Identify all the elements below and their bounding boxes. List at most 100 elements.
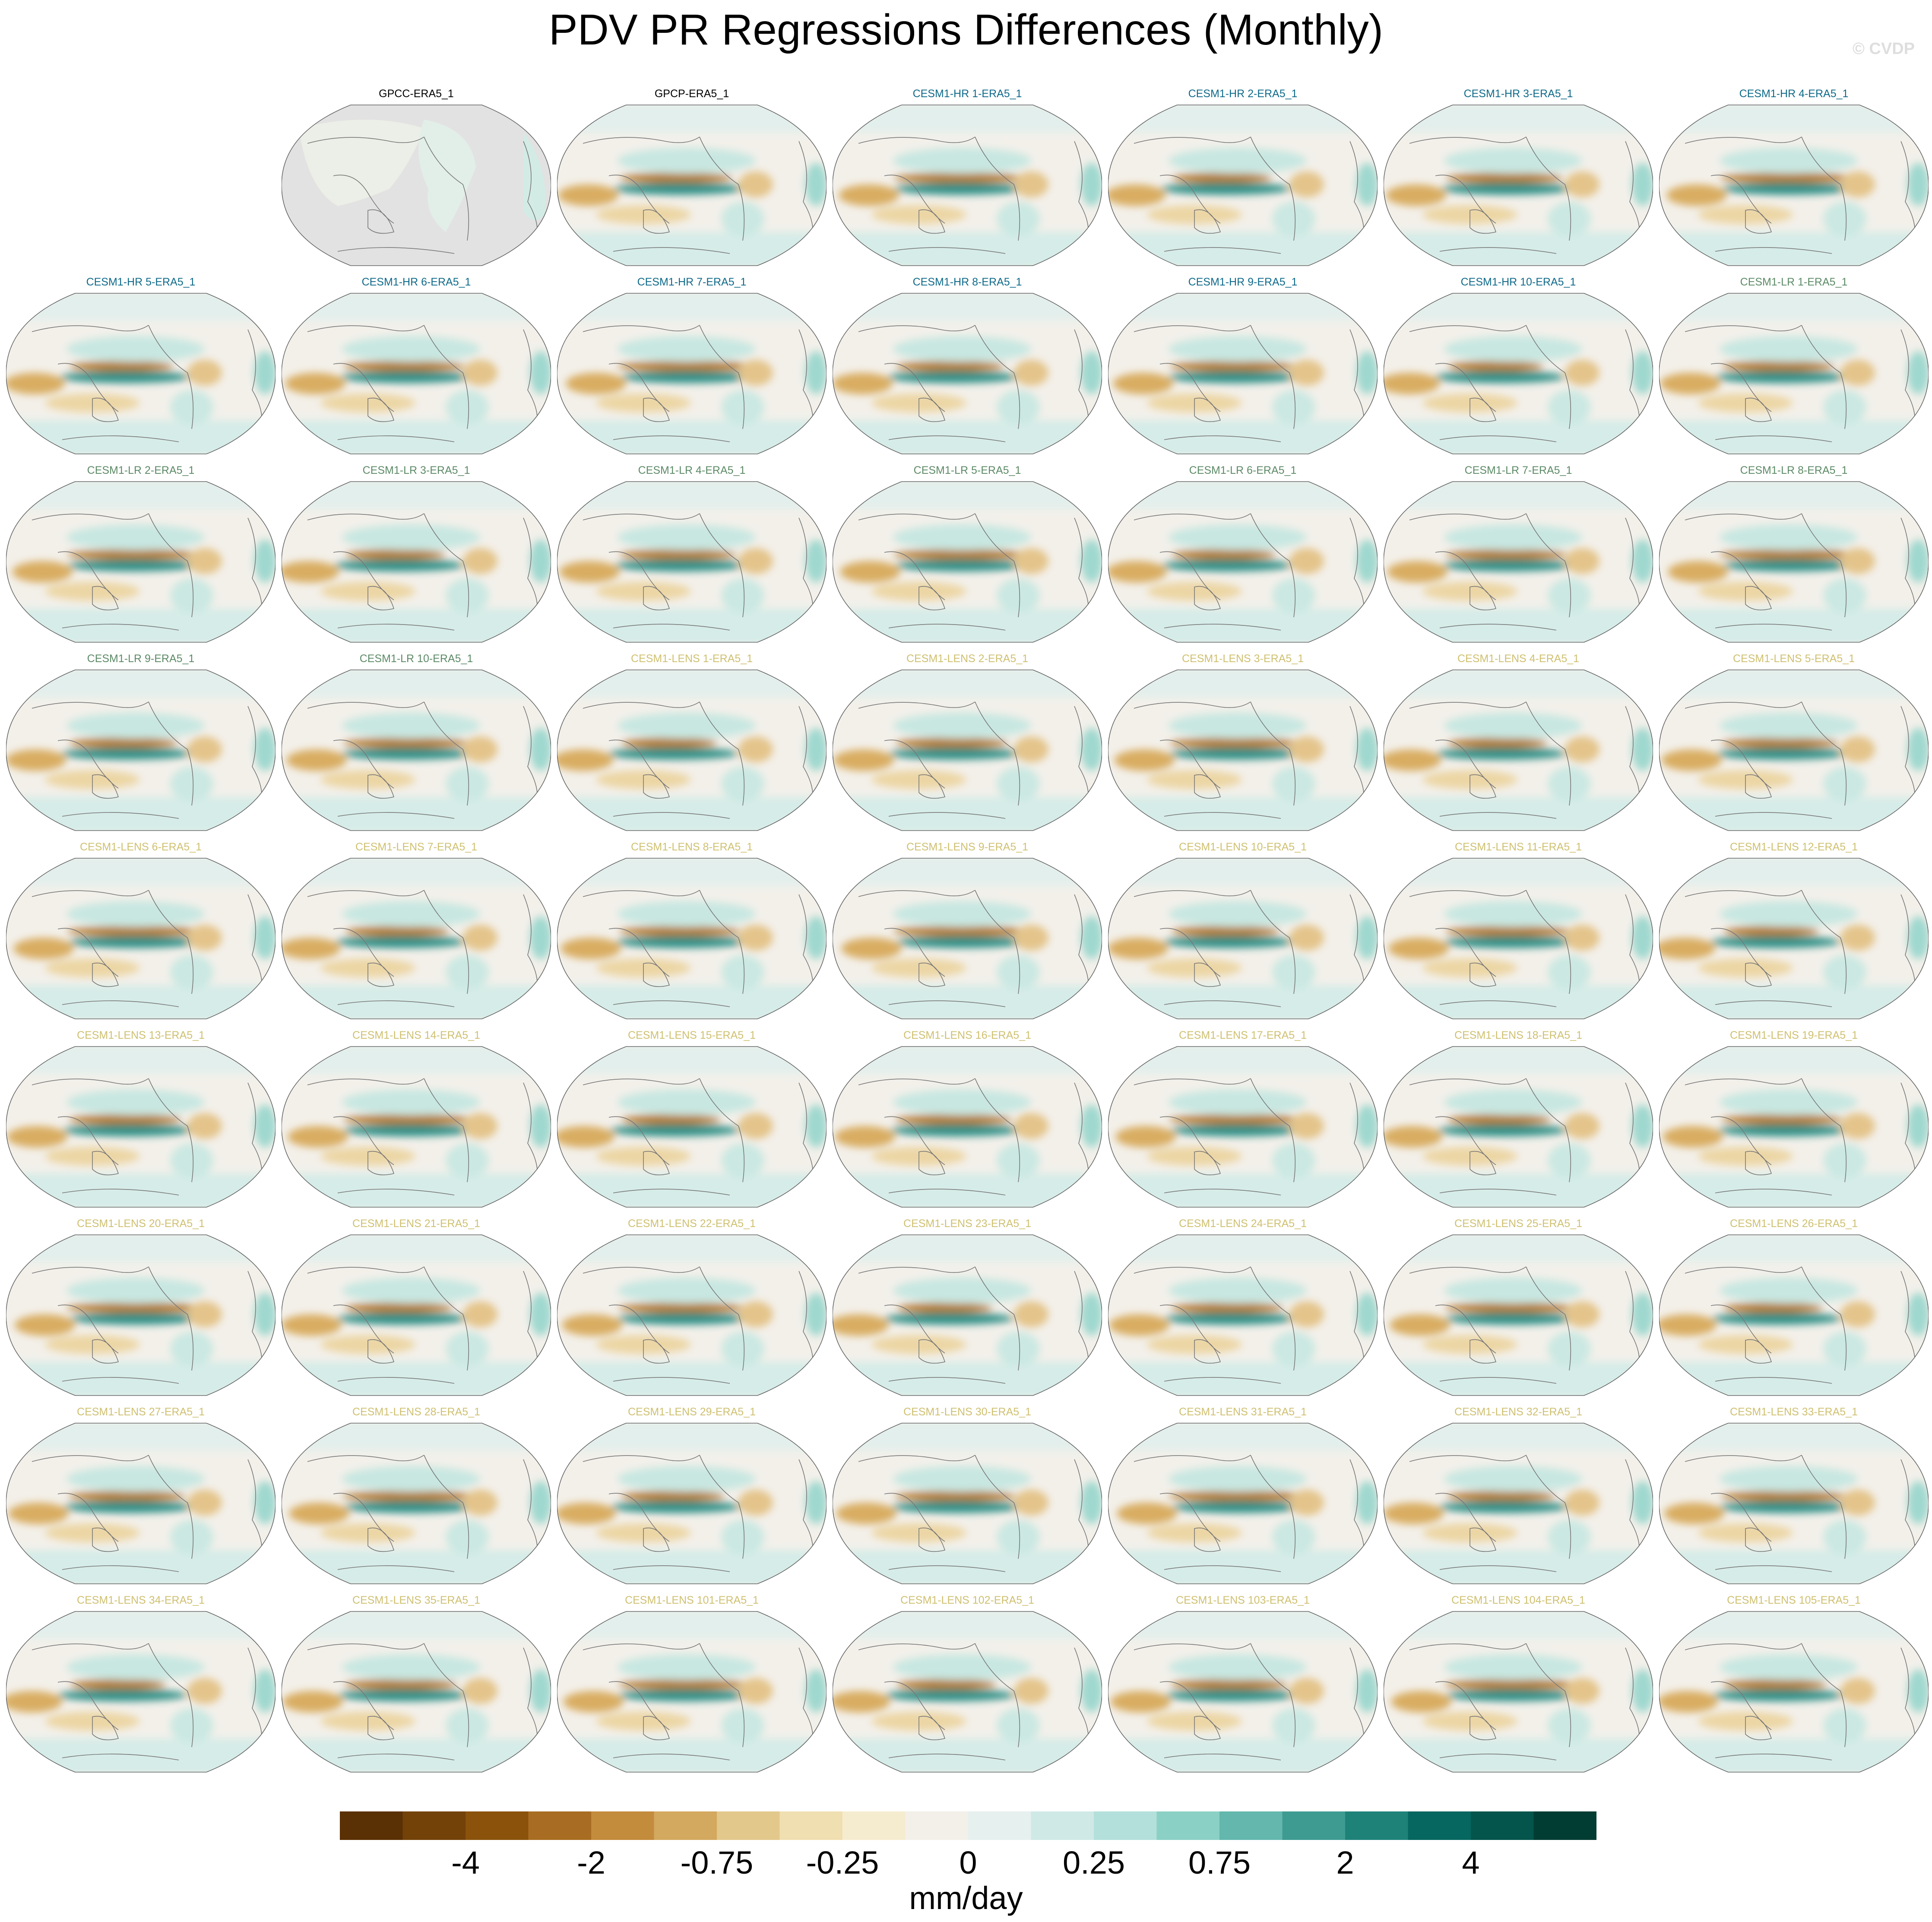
colorbar-tick-label: -0.75 (680, 1845, 754, 1881)
map (833, 1046, 1102, 1208)
map-panel: CESM1-HR 3-ERA5_1 (1384, 88, 1653, 269)
map (1108, 293, 1378, 454)
panel-title: CESM1-HR 7-ERA5_1 (637, 276, 747, 288)
map-panel: CESM1-HR 6-ERA5_1 (282, 276, 551, 457)
map (557, 105, 827, 266)
colorbar-swatch (1282, 1811, 1346, 1840)
panel-title: CESM1-LENS 101-ERA5_1 (625, 1594, 759, 1606)
map (282, 105, 551, 266)
map-panel: GPCP-ERA5_1 (557, 88, 827, 269)
panel-title: CESM1-LENS 31-ERA5_1 (1179, 1406, 1307, 1418)
map-panel: CESM1-LR 3-ERA5_1 (282, 464, 551, 646)
map (557, 1423, 827, 1584)
panel-title: CESM1-LENS 19-ERA5_1 (1730, 1029, 1858, 1041)
map-panel: CESM1-LR 1-ERA5_1 (1659, 276, 1929, 457)
panel-title: CESM1-LENS 23-ERA5_1 (903, 1218, 1031, 1230)
map-panel: CESM1-LENS 10-ERA5_1 (1108, 841, 1378, 1022)
panel-title: CESM1-LENS 105-ERA5_1 (1727, 1594, 1861, 1606)
map-panel: CESM1-LENS 2-ERA5_1 (833, 653, 1102, 834)
map-panel: CESM1-HR 4-ERA5_1 (1659, 88, 1929, 269)
map (282, 1423, 551, 1584)
map-panel: CESM1-LR 4-ERA5_1 (557, 464, 827, 646)
colorbar-swatch (1471, 1811, 1534, 1840)
map-panel: CESM1-LENS 20-ERA5_1 (6, 1218, 276, 1399)
figure-title: PDV PR Regressions Differences (Monthly) (548, 6, 1384, 54)
map (833, 1611, 1102, 1773)
panel-title: CESM1-LR 3-ERA5_1 (362, 464, 470, 476)
panel-title: CESM1-HR 4-ERA5_1 (1739, 88, 1849, 100)
map (1108, 858, 1378, 1019)
map (1384, 481, 1653, 643)
panel-title: CESM1-LR 4-ERA5_1 (638, 464, 746, 476)
map-panel: CESM1-LENS 26-ERA5_1 (1659, 1218, 1929, 1399)
panel-title: CESM1-LENS 13-ERA5_1 (77, 1029, 205, 1041)
panel-title: CESM1-LENS 27-ERA5_1 (77, 1406, 205, 1418)
map (557, 1234, 827, 1396)
panel-title: CESM1-LENS 33-ERA5_1 (1730, 1406, 1858, 1418)
map-panel: CESM1-LENS 16-ERA5_1 (833, 1029, 1102, 1211)
map-panel: CESM1-LR 9-ERA5_1 (6, 653, 276, 834)
map-panel: CESM1-LENS 5-ERA5_1 (1659, 653, 1929, 834)
map (833, 1423, 1102, 1584)
map (282, 669, 551, 831)
map (557, 481, 827, 643)
map-panel: CESM1-LENS 27-ERA5_1 (6, 1406, 276, 1587)
map (1384, 105, 1653, 266)
panel-title: CESM1-LENS 17-ERA5_1 (1179, 1029, 1307, 1041)
colorbar-swatch (591, 1811, 654, 1840)
map (1108, 1611, 1378, 1773)
colorbar-tick-label: 0.75 (1188, 1845, 1251, 1881)
colorbar-swatch (340, 1811, 403, 1840)
map-panel: CESM1-LENS 25-ERA5_1 (1384, 1218, 1653, 1399)
map (557, 293, 827, 454)
map-panel: CESM1-LR 6-ERA5_1 (1108, 464, 1378, 646)
map-panel: CESM1-LENS 30-ERA5_1 (833, 1406, 1102, 1587)
panel-title: CESM1-LENS 4-ERA5_1 (1457, 653, 1580, 665)
panel-title: CESM1-HR 1-ERA5_1 (912, 88, 1022, 100)
panel-title: CESM1-LENS 11-ERA5_1 (1454, 841, 1582, 853)
map (282, 858, 551, 1019)
map-panel: CESM1-LR 2-ERA5_1 (6, 464, 276, 646)
panel-title: CESM1-LR 10-ERA5_1 (359, 653, 473, 665)
map-panel: CESM1-LENS 31-ERA5_1 (1108, 1406, 1378, 1587)
panel-title: CESM1-LENS 24-ERA5_1 (1179, 1218, 1307, 1230)
map-panel: CESM1-LENS 8-ERA5_1 (557, 841, 827, 1022)
map (282, 293, 551, 454)
panel-title: CESM1-LENS 30-ERA5_1 (903, 1406, 1031, 1418)
map-panel: CESM1-LENS 24-ERA5_1 (1108, 1218, 1378, 1399)
panel-title: CESM1-HR 10-ERA5_1 (1460, 276, 1576, 288)
colorbar-swatch (1533, 1811, 1596, 1840)
map (557, 1046, 827, 1208)
map (1384, 669, 1653, 831)
map-panel: CESM1-HR 8-ERA5_1 (833, 276, 1102, 457)
map-panel: CESM1-LENS 18-ERA5_1 (1384, 1029, 1653, 1211)
map-panel: CESM1-LENS 6-ERA5_1 (6, 841, 276, 1022)
panel-title: CESM1-LR 8-ERA5_1 (1740, 464, 1848, 476)
map-panel: CESM1-LENS 13-ERA5_1 (6, 1029, 276, 1211)
panel-title: CESM1-LENS 12-ERA5_1 (1730, 841, 1858, 853)
map (1659, 293, 1929, 454)
map (1659, 105, 1929, 266)
map-panel: CESM1-LENS 4-ERA5_1 (1384, 653, 1653, 834)
map (833, 105, 1102, 266)
panel-title: CESM1-LENS 3-ERA5_1 (1181, 653, 1304, 665)
map-panel: CESM1-LENS 35-ERA5_1 (282, 1594, 551, 1776)
colorbar-tick-label: 4 (1462, 1845, 1480, 1881)
map (1384, 1046, 1653, 1208)
map-panel: CESM1-LENS 1-ERA5_1 (557, 653, 827, 834)
map-panel: CESM1-LR 10-ERA5_1 (282, 653, 551, 834)
map (6, 1234, 276, 1396)
panel-title: GPCC-ERA5_1 (379, 88, 454, 100)
map-panel: CESM1-LENS 34-ERA5_1 (6, 1594, 276, 1776)
panel-title: GPCP-ERA5_1 (654, 88, 729, 100)
panel-title: CESM1-LENS 15-ERA5_1 (628, 1029, 756, 1041)
panel-title: CESM1-LENS 10-ERA5_1 (1179, 841, 1307, 853)
watermark: © CVDP (1852, 40, 1915, 58)
panel-title: CESM1-HR 9-ERA5_1 (1188, 276, 1298, 288)
panel-title: CESM1-LENS 21-ERA5_1 (352, 1218, 480, 1230)
map (557, 1611, 827, 1773)
map-panel: CESM1-LENS 17-ERA5_1 (1108, 1029, 1378, 1211)
map (557, 858, 827, 1019)
map-panel: CESM1-LENS 7-ERA5_1 (282, 841, 551, 1022)
map (282, 481, 551, 643)
